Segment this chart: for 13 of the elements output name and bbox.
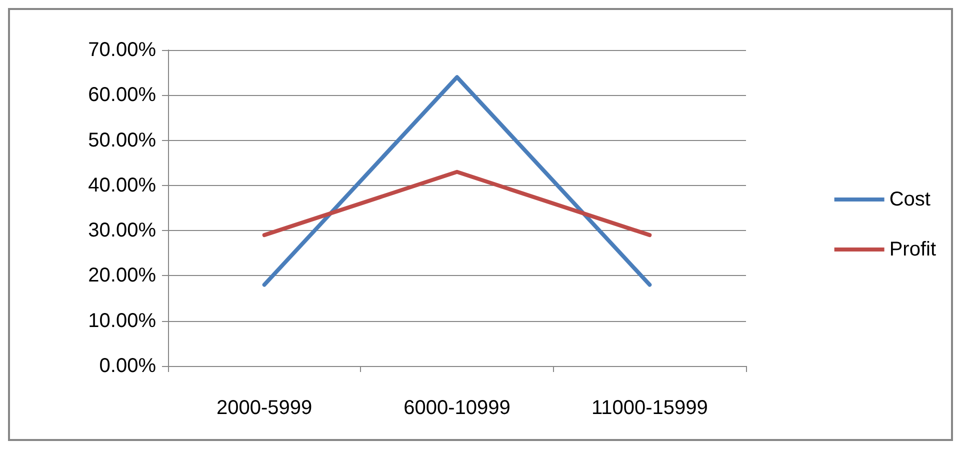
x-tick-label: 6000-10999 xyxy=(404,397,510,419)
y-tick-label: 0.00% xyxy=(99,355,156,377)
legend-label: Cost xyxy=(889,188,931,210)
y-tick-label: 50.00% xyxy=(88,129,156,152)
y-tick-label: 20.00% xyxy=(88,264,156,287)
y-tick-label: 10.00% xyxy=(88,310,156,332)
x-tick-label: 2000-5999 xyxy=(216,397,312,419)
legend-label: Profit xyxy=(889,238,936,260)
y-tick-label: 70.00% xyxy=(88,39,156,61)
x-tick-label: 11000-15999 xyxy=(591,397,708,419)
y-tick-label: 60.00% xyxy=(88,84,156,106)
y-tick-label: 30.00% xyxy=(88,220,156,242)
y-tick-label: 40.00% xyxy=(88,174,156,196)
